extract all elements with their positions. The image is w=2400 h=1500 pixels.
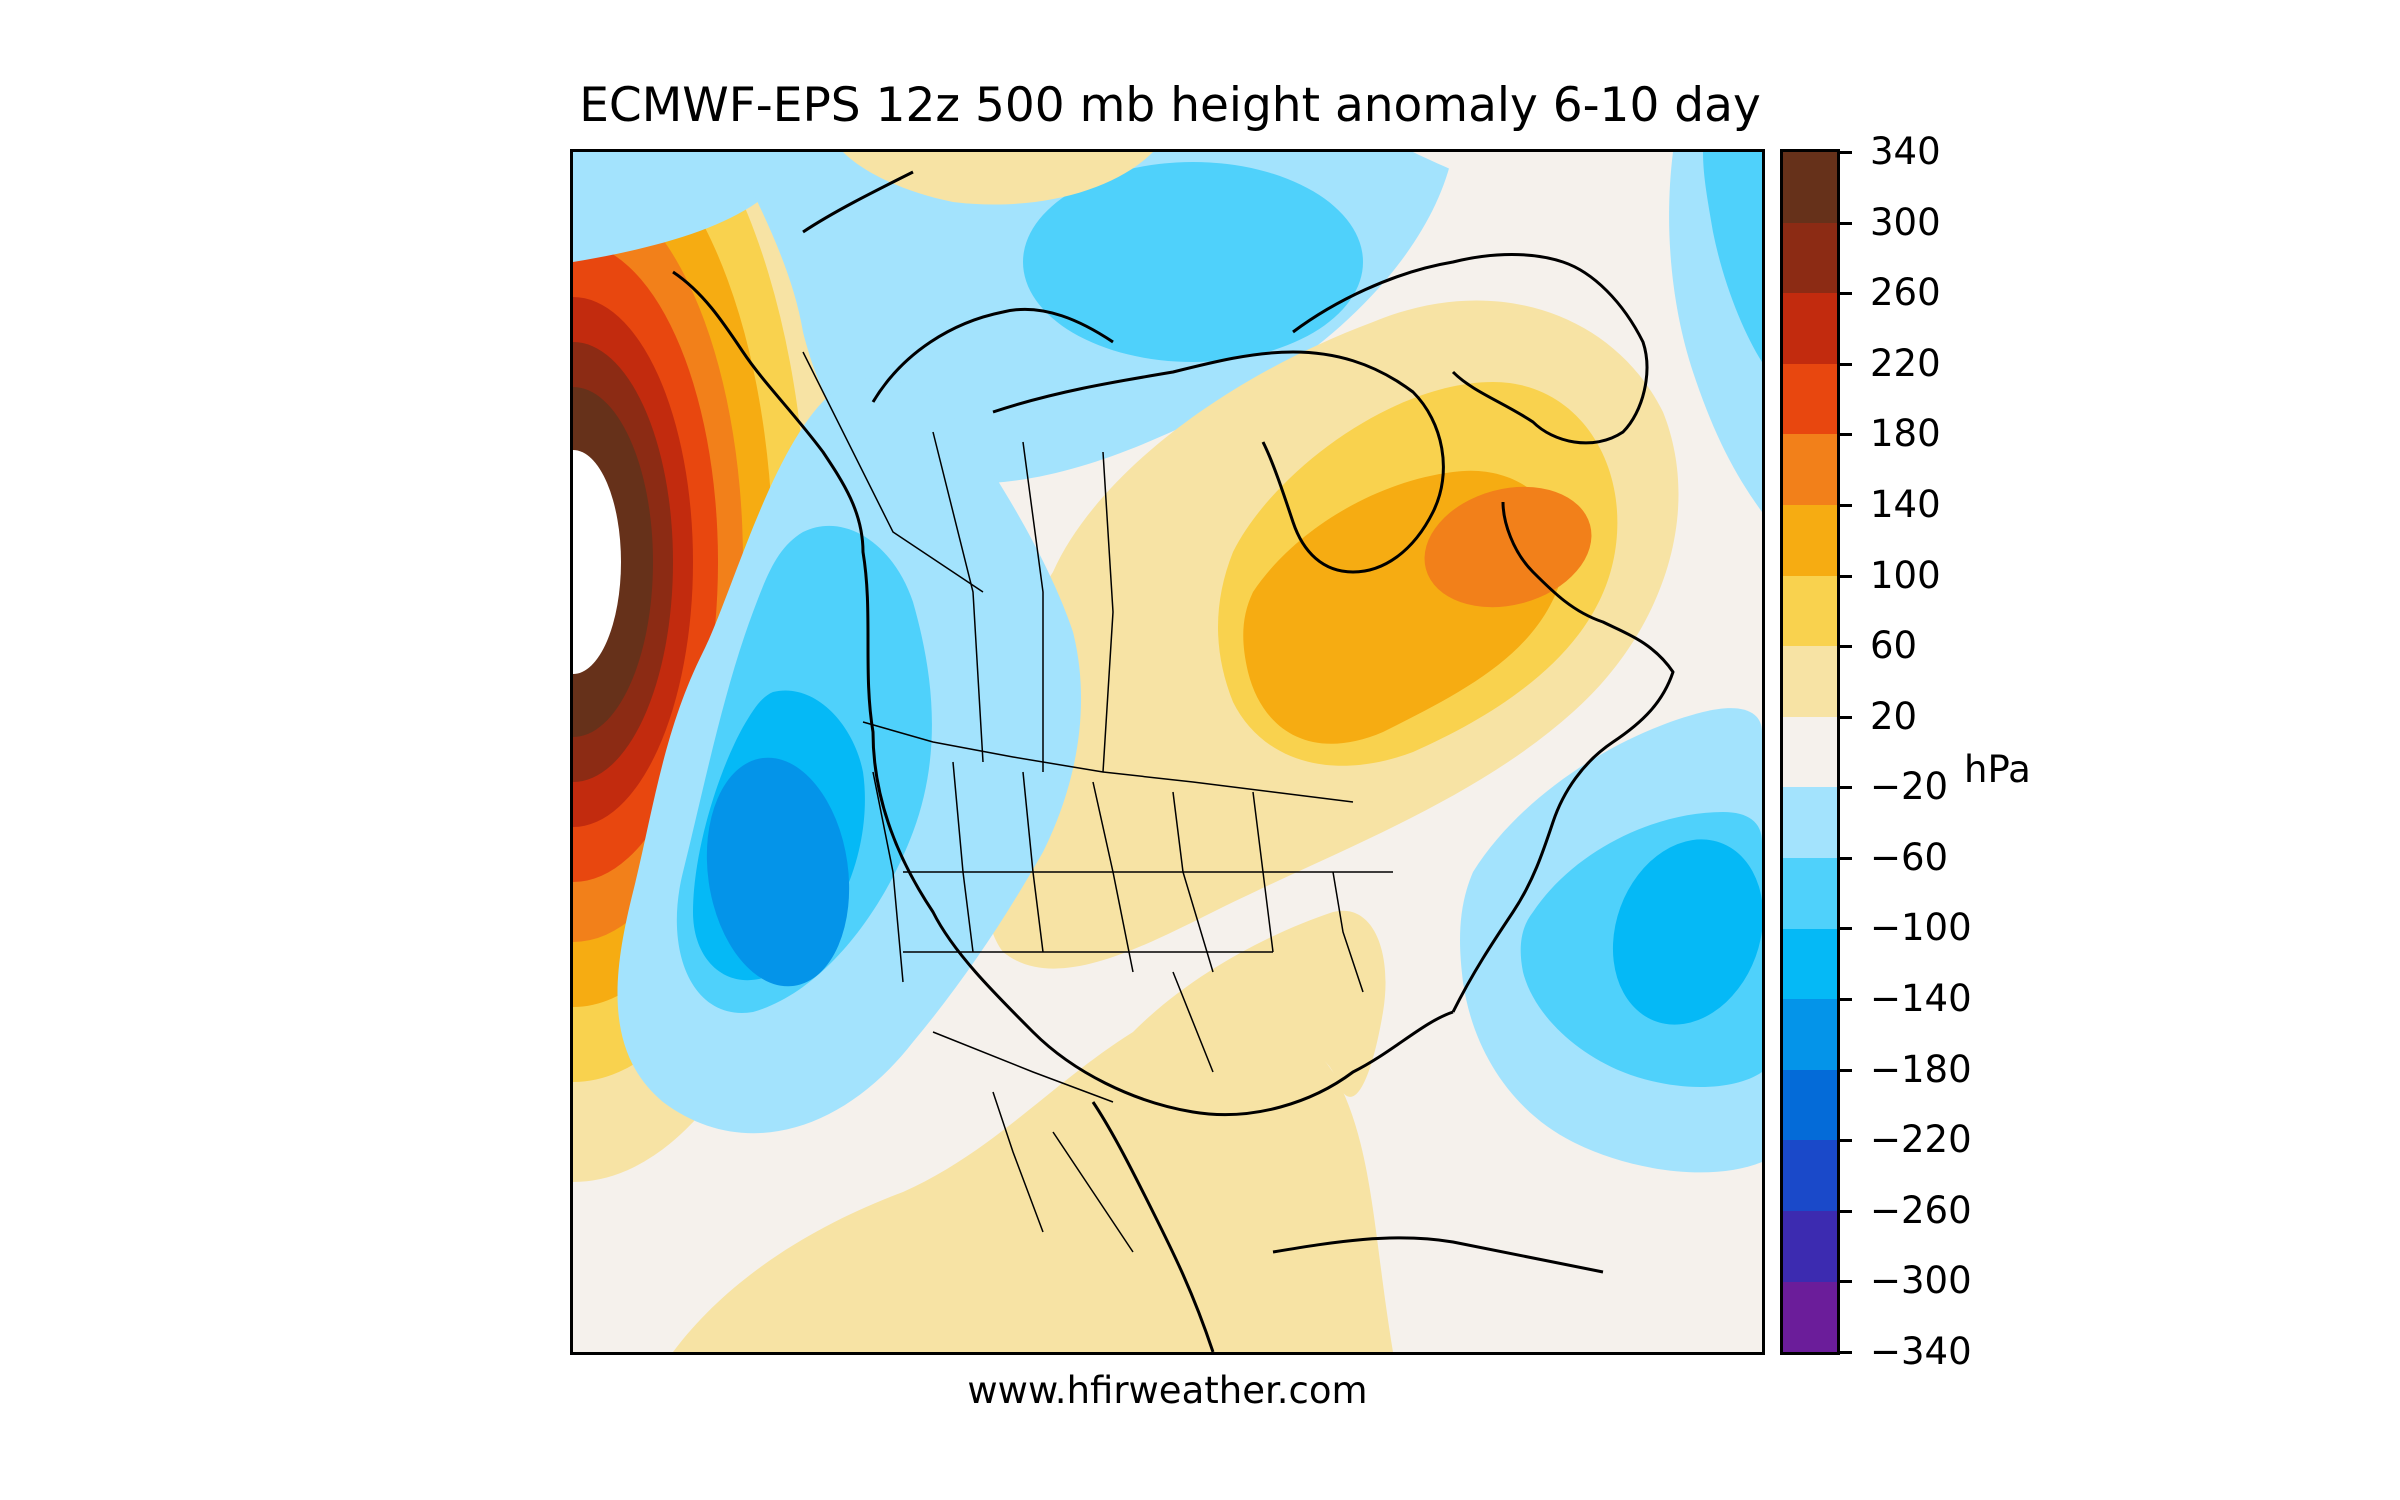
- colorbar-tick-mark: [1840, 574, 1852, 578]
- colorbar-tick-mark: [1840, 503, 1852, 507]
- credit-text: www.hfirweather.com: [967, 1369, 1368, 1412]
- chart-title: ECMWF-EPS 12z 500 mb height anomaly 6-10…: [579, 78, 1761, 133]
- colorbar-tick-mark: [1840, 1068, 1852, 1072]
- colorbar-tick-label: 100: [1870, 553, 1941, 597]
- colorbar-segment: [1783, 504, 1837, 576]
- colorbar-segment: [1783, 1140, 1837, 1211]
- colorbar-tick-label: −260: [1870, 1188, 1972, 1232]
- colorbar-segment: [1783, 575, 1837, 647]
- colorbar-segment: [1783, 363, 1837, 435]
- colorbar-tick-label: −220: [1870, 1118, 1972, 1162]
- colorbar-tick-label: 260: [1870, 271, 1941, 315]
- political-boundaries: [802, 351, 1393, 1253]
- colorbar-segment: [1783, 1210, 1837, 1282]
- colorbar-segment: [1783, 1281, 1837, 1353]
- colorbar-tick-mark: [1840, 362, 1852, 366]
- colorbar-tick-label: −340: [1870, 1330, 1972, 1373]
- colorbar-tick-mark: [1840, 927, 1852, 931]
- colorbar-tick-label: −60: [1870, 835, 1949, 879]
- colorbar-tick-label: 220: [1870, 341, 1941, 385]
- colorbar-segment: [1783, 293, 1837, 364]
- colorbar-segment: [1783, 857, 1837, 929]
- colorbar-tick-label: 60: [1870, 624, 1918, 668]
- colorbar-segment: [1783, 928, 1837, 1000]
- colorbar-tick-mark: [1840, 1209, 1852, 1213]
- colorbar-tick-mark: [1840, 221, 1852, 225]
- colorbar-segment: [1783, 999, 1837, 1070]
- colorbar-tick-mark: [1840, 1280, 1852, 1284]
- colorbar-tick-label: 180: [1870, 412, 1941, 456]
- colorbar-tick-label: 300: [1870, 200, 1941, 244]
- colorbar: [1780, 149, 1840, 1355]
- colorbar-segment: [1783, 222, 1837, 294]
- colorbar-tick-label: 340: [1870, 130, 1941, 173]
- anomaly-map: [570, 149, 1765, 1355]
- colorbar-ticks: 340 300 260 220 180 140 100 60 20 −20 −60 −100 −140 −…: [1840, 130, 2040, 1373]
- negative-anomaly-western-atlantic: [1460, 708, 1762, 1173]
- colorbar-tick-mark: [1840, 856, 1852, 860]
- colorbar-tick-mark: [1840, 715, 1852, 719]
- colorbar-tick-mark: [1840, 433, 1852, 437]
- colorbar-segment: [1783, 1069, 1837, 1141]
- colorbar-tick-label: −180: [1870, 1047, 1972, 1091]
- colorbar-tick-label: −20: [1870, 765, 1949, 809]
- colorbar-segment: [1783, 646, 1837, 717]
- colorbar-tick-label: −100: [1870, 906, 1972, 950]
- colorbar-segment: [1783, 434, 1837, 505]
- colorbar-unit: hPa: [1964, 748, 2031, 791]
- colorbar-tick-mark: [1840, 645, 1852, 649]
- colorbar-tick-mark: [1840, 998, 1852, 1002]
- colorbar-segment: [1783, 787, 1837, 858]
- colorbar-tick-label: −300: [1870, 1259, 1972, 1303]
- colorbar-tick-mark: [1840, 1139, 1852, 1143]
- colorbar-tick-mark: [1840, 1351, 1852, 1354]
- colorbar-tick-label: 140: [1870, 482, 1941, 526]
- colorbar-tick-mark: [1840, 786, 1852, 790]
- colorbar-tick-mark: [1840, 151, 1852, 154]
- colorbar-segment: [1783, 152, 1837, 223]
- colorbar-segment: [1783, 716, 1837, 788]
- colorbar-tick-mark: [1840, 292, 1852, 296]
- positive-anomaly-hudson-bay-labrador: [987, 300, 1679, 969]
- colorbar-tick-label: 20: [1870, 694, 1918, 738]
- colorbar-tick-label: −140: [1870, 977, 1972, 1021]
- coastlines: [672, 170, 1675, 1352]
